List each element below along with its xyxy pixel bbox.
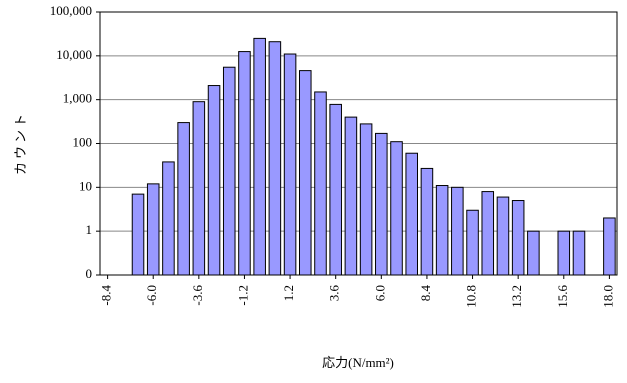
bar — [466, 209, 479, 276]
bar — [253, 37, 266, 276]
y-tick-label: 100,000 — [50, 3, 92, 18]
y-tick-label: 100 — [73, 134, 93, 149]
x-tick-label: 6.0 — [372, 285, 387, 301]
x-tick-label: 8.4 — [418, 285, 433, 302]
bar — [481, 191, 495, 276]
x-tick-label: -1.2 — [235, 285, 250, 306]
bar — [207, 85, 221, 276]
x-tick-label: -8.4 — [99, 285, 114, 306]
bar — [268, 41, 282, 276]
bar — [435, 185, 449, 276]
bar — [238, 51, 251, 276]
x-tick-label: 18.0 — [600, 285, 615, 308]
x-tick-label: -6.0 — [144, 285, 159, 306]
y-tick-label: 1,000 — [63, 91, 92, 106]
bar — [329, 103, 342, 276]
x-axis-title: 応力(N/mm²) — [322, 355, 394, 370]
bar — [405, 152, 418, 276]
x-tick-label: -3.6 — [190, 285, 205, 306]
bar — [603, 217, 616, 276]
bar — [344, 116, 358, 276]
bar — [131, 193, 145, 276]
bar — [299, 70, 312, 276]
x-tick-label: 10.8 — [464, 285, 479, 308]
bar — [527, 230, 540, 276]
bar — [177, 122, 190, 276]
bar — [192, 101, 206, 276]
bar — [146, 183, 160, 276]
y-axis-title: カウント — [13, 111, 28, 175]
bar — [359, 123, 373, 276]
x-tick-label: 1.2 — [281, 285, 296, 301]
x-tick-label: 13.2 — [509, 285, 524, 308]
y-tick-label: 1 — [86, 222, 93, 237]
y-tick-label: 10 — [79, 178, 92, 193]
bar — [420, 167, 434, 276]
bar — [390, 141, 403, 276]
plot-frame — [99, 11, 618, 276]
bar — [222, 66, 236, 276]
bar — [283, 53, 297, 276]
bar — [557, 230, 571, 276]
bar — [162, 161, 175, 276]
bar — [451, 186, 464, 276]
x-tick-label: 15.6 — [555, 285, 570, 308]
bar — [314, 91, 327, 276]
bar — [375, 132, 388, 276]
x-tick-label: 3.6 — [327, 285, 342, 302]
y-tick-label: 10,000 — [56, 47, 92, 62]
bar — [511, 200, 525, 276]
bar — [572, 230, 586, 276]
bar — [496, 196, 510, 276]
y-tick-label: 0 — [86, 266, 93, 281]
